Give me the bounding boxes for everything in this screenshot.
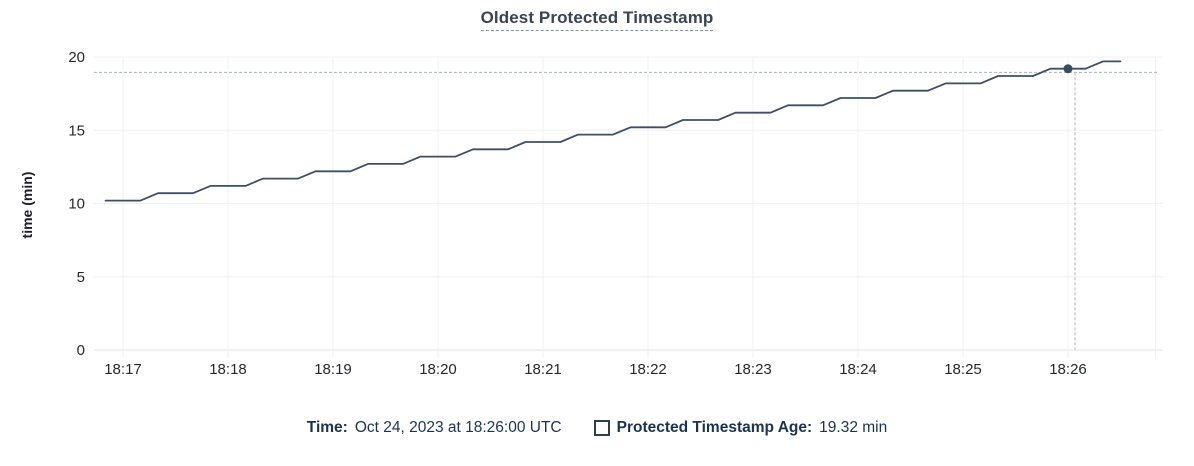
x-tick-label: 18:19 [314, 361, 352, 378]
legend-checkbox-icon[interactable] [593, 420, 610, 436]
chart-title[interactable]: Oldest Protected Timestamp [480, 8, 714, 31]
x-tick-label: 18:25 [944, 361, 982, 378]
y-tick-label: 10 [68, 196, 85, 213]
x-tick-label: 18:18 [209, 361, 247, 378]
y-tick-label: 20 [68, 49, 85, 66]
x-tick-label: 18:26 [1049, 361, 1087, 378]
legend-time: Time: Oct 24, 2023 at 18:26:00 UTC [307, 419, 562, 437]
x-tick-label: 18:24 [839, 361, 877, 378]
y-tick-label: 5 [77, 269, 85, 286]
legend-series-value: 19.32 min [819, 419, 888, 436]
x-tick-label: 18:17 [104, 361, 142, 378]
series-line-protected-timestamp-age [104, 60, 1122, 202]
chart-legend: Time: Oct 24, 2023 at 18:26:00 UTC Prote… [0, 419, 1194, 437]
y-tick-label: 0 [77, 342, 85, 359]
x-tick-label: 18:23 [734, 361, 772, 378]
legend-series-label: Protected Timestamp Age: [616, 419, 813, 436]
x-tick-label: 18:20 [419, 361, 457, 378]
legend-time-label: Time: [306, 419, 348, 436]
x-tick-label: 18:21 [524, 361, 562, 378]
y-axis-title: time (min) [19, 172, 35, 239]
hover-point-dot [1063, 64, 1073, 74]
timeseries-chart[interactable]: 0 5 10 15 20 18:17 18:18 18:19 18:20 18:21 18:22 18… [0, 0, 1194, 410]
legend-time-value: Oct 24, 2023 at 18:26:00 UTC [354, 419, 562, 436]
y-tick-label: 15 [68, 122, 85, 139]
legend-item-protected-timestamp-age[interactable]: Protected Timestamp Age: 19.32 min [593, 419, 888, 437]
x-tick-label: 18:22 [629, 361, 667, 378]
chart-header: Oldest Protected Timestamp [0, 8, 1194, 31]
